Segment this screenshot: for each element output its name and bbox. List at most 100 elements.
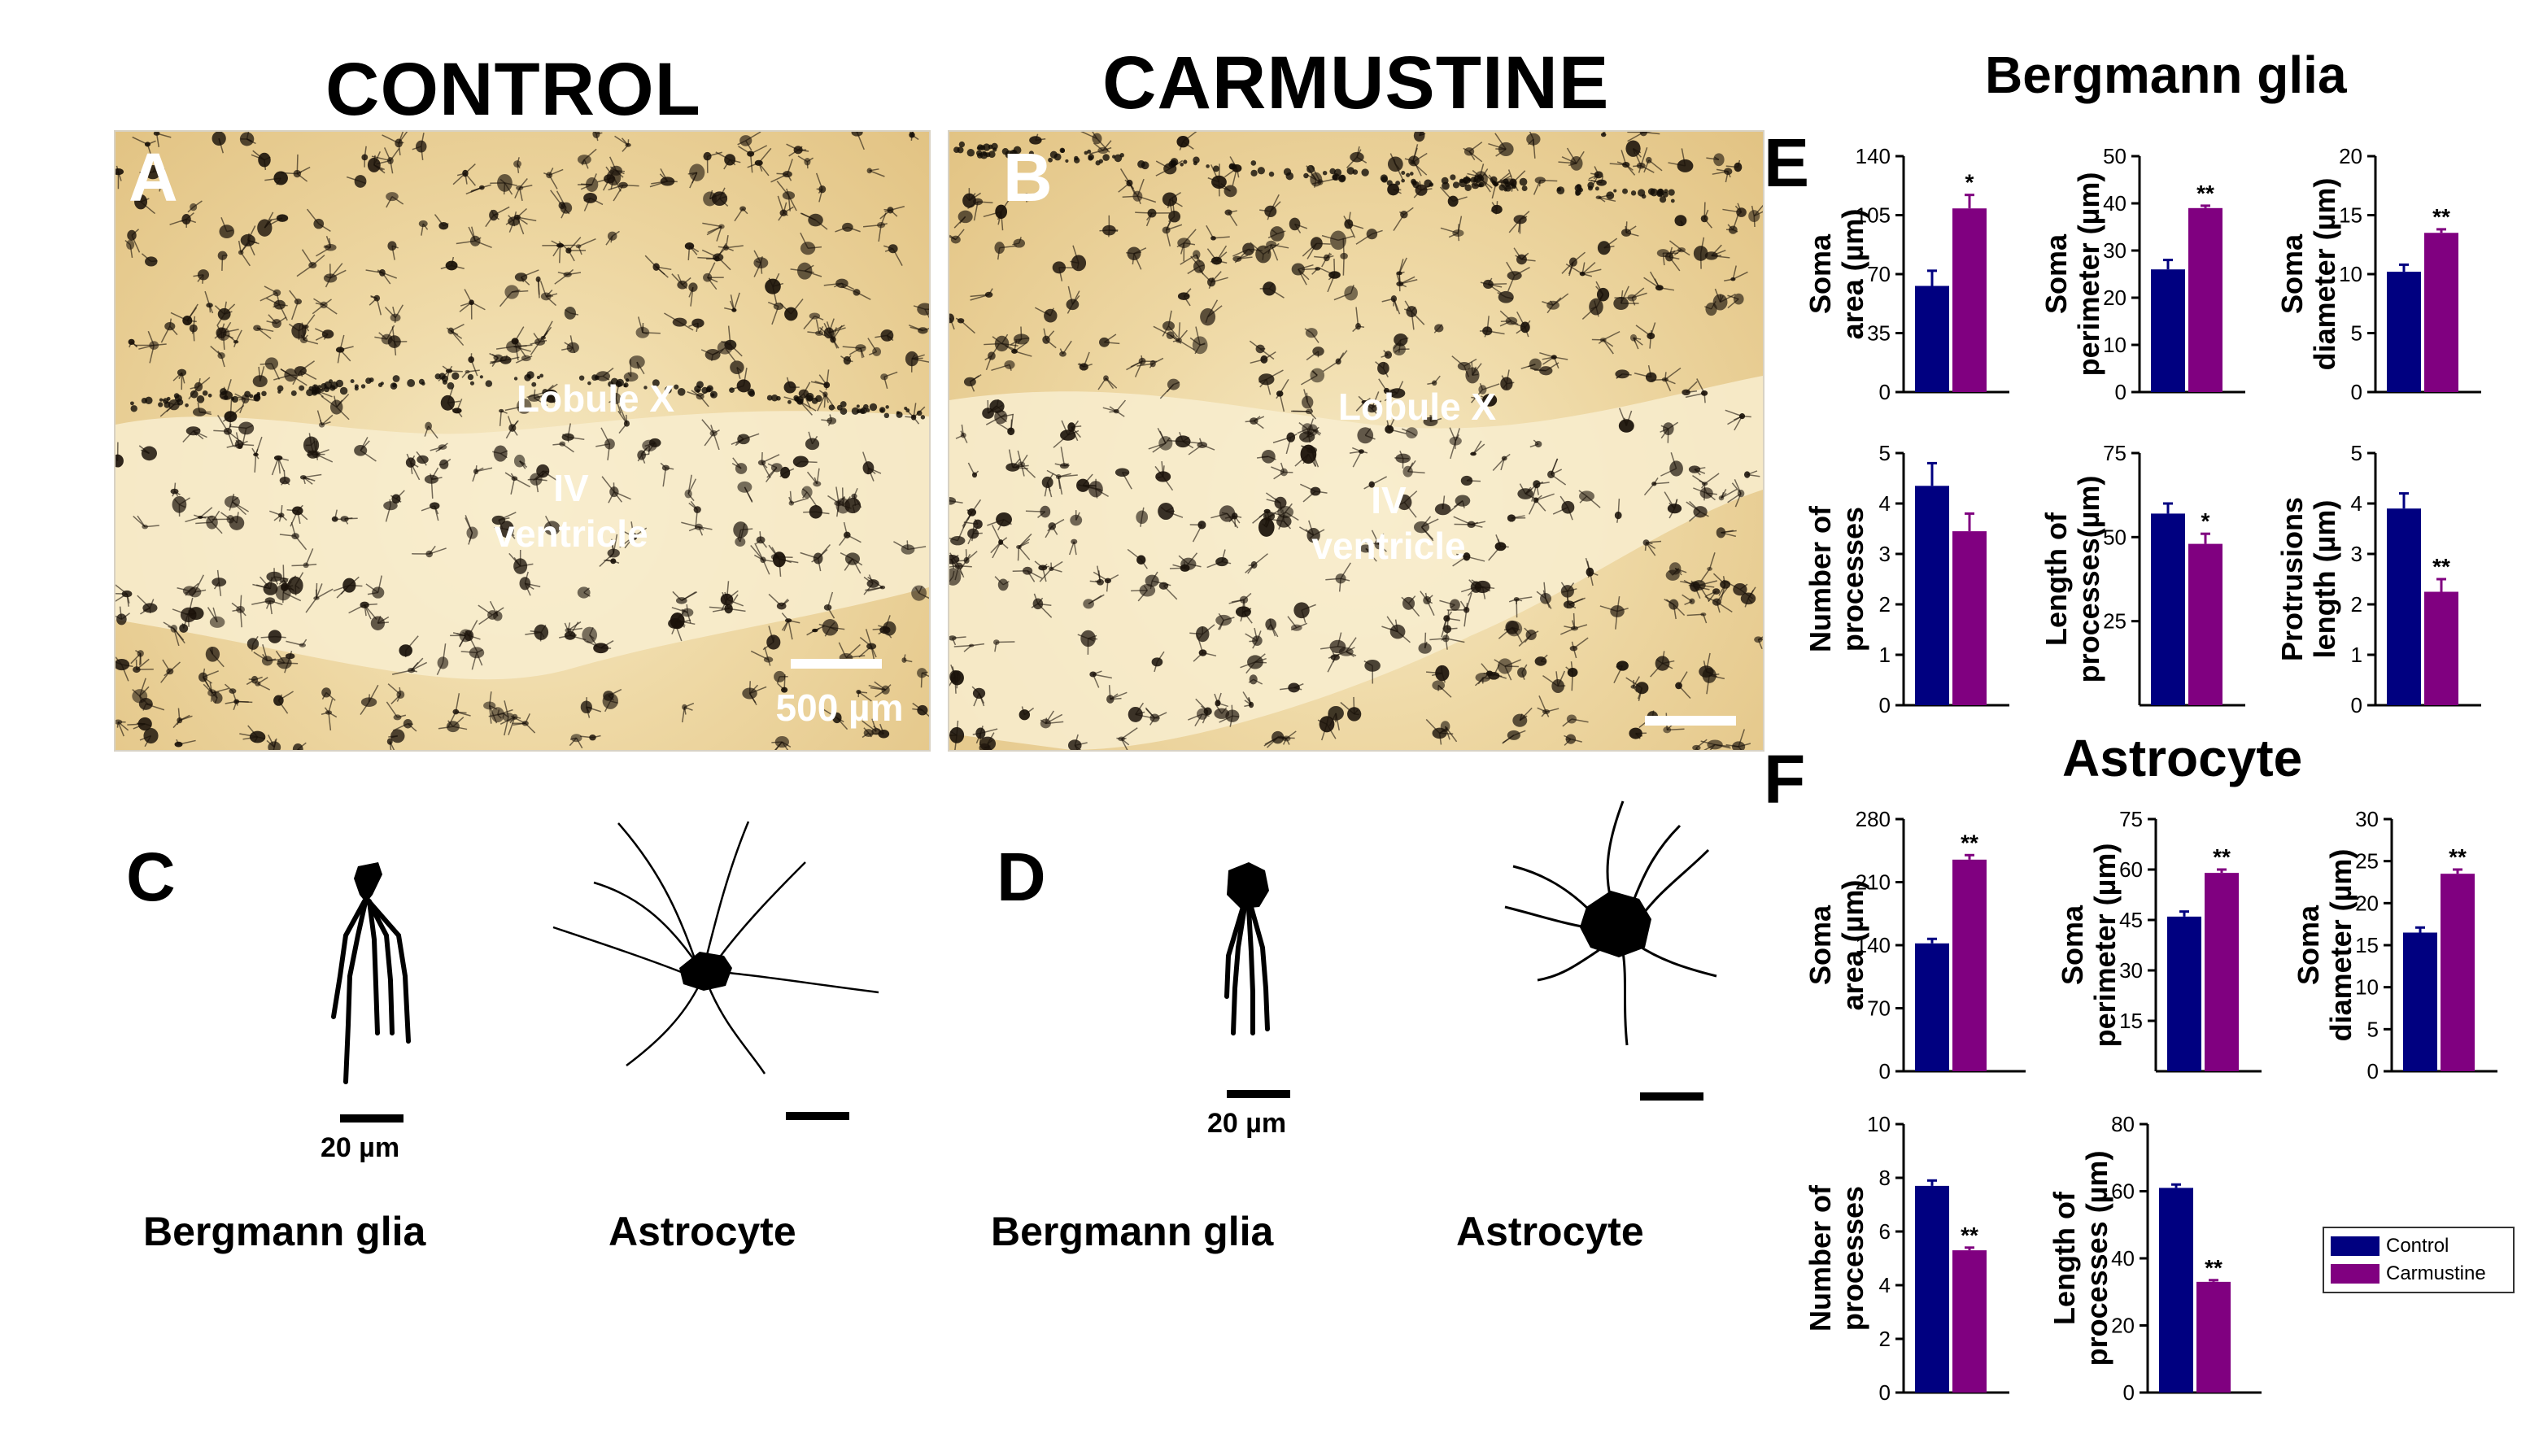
stained-cell — [879, 205, 905, 220]
stained-cell — [1137, 160, 1145, 168]
stained-cell — [1725, 159, 1743, 172]
stained-cell — [1042, 328, 1057, 349]
stained-cell — [1560, 612, 1588, 635]
stained-cell — [1070, 245, 1087, 272]
bar-carmustine — [1952, 1250, 1987, 1393]
stained-cell — [709, 591, 746, 614]
stained-cell — [1200, 299, 1223, 326]
stained-cell — [730, 367, 751, 393]
stained-cell — [602, 170, 616, 191]
stained-cell — [421, 381, 425, 386]
stained-cell — [1518, 627, 1539, 647]
stained-cell — [1621, 221, 1639, 237]
stained-cell — [1363, 659, 1381, 684]
stained-cell — [770, 159, 793, 183]
y-tick-label: 5 — [1879, 441, 1891, 465]
stained-cell — [1499, 310, 1519, 327]
stained-cell — [217, 251, 228, 271]
stained-cell — [975, 150, 983, 156]
stained-cell — [1702, 668, 1725, 695]
stained-cell — [1135, 208, 1170, 227]
stained-cell — [277, 385, 284, 392]
stained-cell — [286, 504, 308, 527]
stained-cell — [805, 392, 814, 401]
chart-bergmann-soma-diameter: 0 5 10 15 20 Soma diameter (µm) ** — [2275, 144, 2481, 404]
stained-cell — [1560, 582, 1577, 608]
stained-cell — [1669, 562, 1687, 576]
stained-cell — [1473, 175, 1481, 183]
stained-cell — [299, 473, 322, 485]
stained-cell — [1106, 685, 1128, 704]
stained-cell — [321, 388, 325, 392]
stained-cell — [116, 165, 124, 190]
stained-cell — [1136, 507, 1149, 527]
stained-cell — [1065, 159, 1069, 163]
stained-cell — [137, 595, 158, 615]
stained-cell — [188, 574, 207, 598]
stained-cell — [321, 394, 350, 421]
stained-cell — [1319, 259, 1341, 293]
stained-cell — [299, 385, 305, 391]
stained-cell — [1240, 653, 1267, 674]
stained-cell — [441, 375, 449, 382]
stained-cell — [580, 735, 601, 741]
stained-cell — [1506, 261, 1530, 292]
bar-control — [2151, 513, 2185, 705]
stained-cell — [407, 379, 416, 387]
stained-cell — [212, 132, 226, 154]
stained-cell — [1206, 164, 1210, 168]
stained-cell — [543, 168, 564, 190]
stained-cell — [1349, 447, 1368, 468]
stained-cell — [652, 379, 660, 387]
stained-cell — [514, 177, 533, 202]
stained-cell — [671, 604, 694, 624]
stained-cell — [629, 355, 645, 375]
stained-cell — [1154, 460, 1174, 491]
stained-cell — [1352, 307, 1365, 333]
stained-cell — [1070, 510, 1083, 526]
stained-cell — [1067, 422, 1082, 442]
stained-cell — [1245, 553, 1268, 574]
stained-cell — [1089, 140, 1112, 155]
stained-cell — [1507, 514, 1526, 522]
stained-cell — [331, 509, 342, 522]
stained-cell — [1300, 368, 1325, 386]
y-axis-label: Soma — [1804, 233, 1837, 314]
y-tick-label: 10 — [2355, 975, 2379, 1000]
stained-cell — [800, 543, 831, 572]
stained-cell — [390, 382, 398, 390]
stained-cell — [185, 403, 189, 408]
stained-cell — [447, 693, 471, 728]
stained-cell — [1563, 597, 1586, 609]
stained-cell — [543, 515, 561, 536]
stained-cell — [1394, 451, 1411, 469]
stained-cell — [170, 482, 181, 497]
stained-cell — [289, 290, 303, 320]
stained-cell — [987, 512, 1012, 531]
stained-cell — [1385, 418, 1407, 434]
stained-cell — [1396, 257, 1407, 292]
stained-cell — [1613, 286, 1639, 311]
stained-cell — [275, 650, 299, 669]
stained-cell — [1452, 181, 1460, 189]
stained-cell — [730, 360, 744, 379]
stained-cell — [1718, 488, 1738, 501]
stained-cell — [1115, 468, 1132, 490]
stained-cell — [1534, 654, 1548, 666]
stained-cell — [1162, 310, 1179, 338]
bar-carmustine — [2424, 233, 2458, 392]
stained-cell — [539, 373, 544, 378]
stained-cell — [164, 401, 171, 408]
stained-cell — [1500, 369, 1515, 390]
bar-control — [2403, 932, 2437, 1071]
stained-cell — [1116, 727, 1138, 750]
stained-cell — [1449, 427, 1462, 460]
stained-cell — [958, 141, 966, 148]
stained-cell — [1578, 490, 1601, 508]
stained-cell — [1180, 250, 1201, 265]
stained-cell — [392, 657, 428, 675]
stained-cell — [1102, 399, 1127, 417]
stained-cell — [1635, 322, 1656, 349]
stained-cell — [386, 701, 407, 721]
y-axis-label: Number of — [1804, 1184, 1837, 1332]
